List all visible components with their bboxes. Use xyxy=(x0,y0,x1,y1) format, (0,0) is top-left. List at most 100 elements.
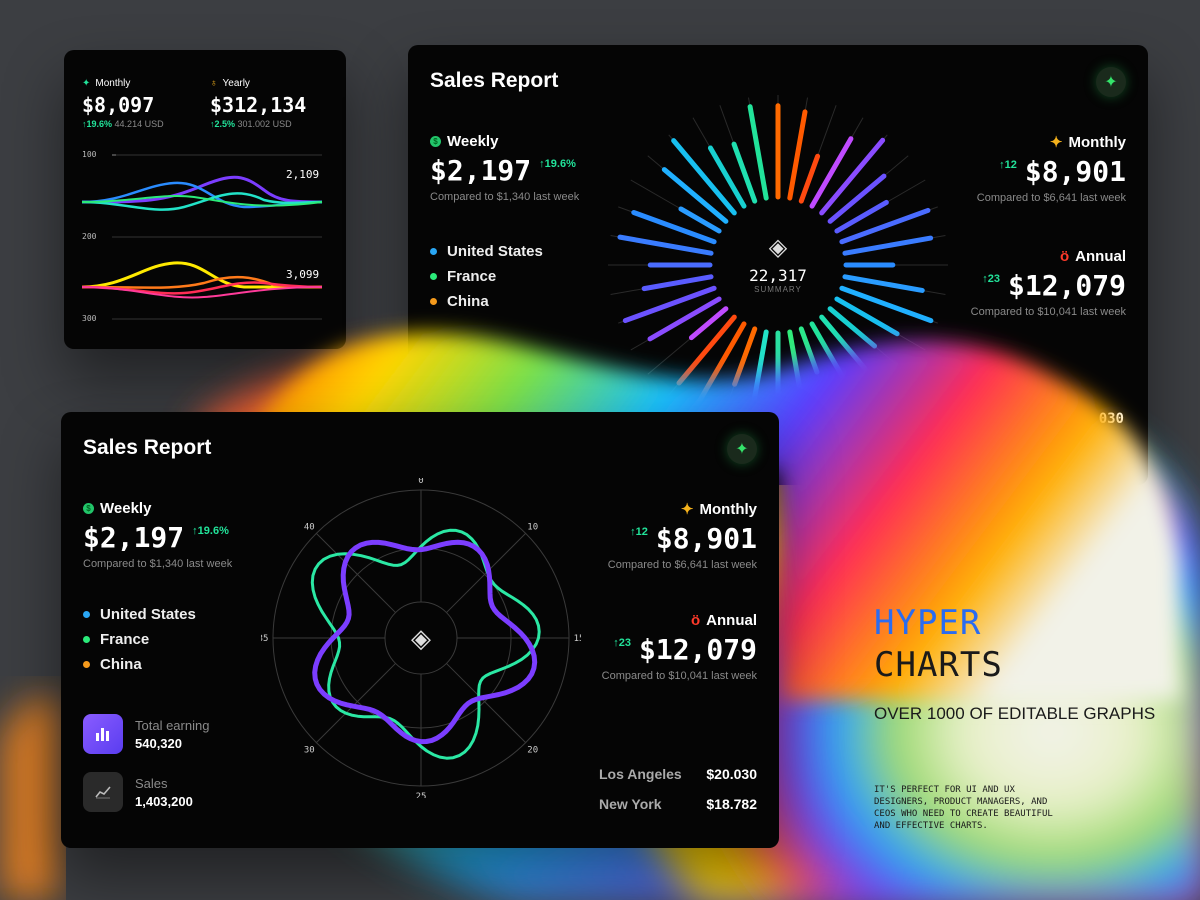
promo-body: IT'S PERFECT FOR UI AND UX DESIGNERS, PR… xyxy=(874,785,1053,831)
sparkle-icon: ✦ xyxy=(82,78,91,89)
diamond-logo-icon: ◈ xyxy=(768,234,788,261)
sparkle-button[interactable]: ✦ xyxy=(727,434,757,464)
radar-tick-label: 35 xyxy=(261,634,268,644)
yearly-sub: 301.002 USD xyxy=(237,119,292,129)
radar-tick-label: 10 xyxy=(527,522,538,532)
axis-label-100: 100 xyxy=(82,150,97,159)
line-chart-icon xyxy=(83,772,123,812)
radial-bar xyxy=(842,235,934,256)
radial-bar xyxy=(839,207,931,245)
radar-tick-label: 30 xyxy=(304,746,315,756)
axis-label-300: 300 xyxy=(82,314,97,323)
stat-label: Total earning xyxy=(135,717,210,733)
diamond-logo-icon: ◈ xyxy=(411,623,431,653)
radial-bar xyxy=(751,329,769,403)
weekly-change: ↑19.6% xyxy=(539,158,576,170)
dollar-coin-icon: $ xyxy=(430,136,441,147)
promo-subtitle: OVER 1000 OF EDITABLE GRAPHS xyxy=(874,704,1156,723)
main-sales-report-card: Sales Report ✦ $ Weekly $2,197 ↑19.6% Com… xyxy=(61,412,779,848)
legend-label: China xyxy=(100,656,142,673)
annual-label: Annual xyxy=(706,612,757,629)
sparkle-button[interactable]: ✦ xyxy=(1096,67,1126,97)
annual-compare: Compared to $10,041 last week xyxy=(601,670,757,682)
radial-bar xyxy=(671,138,737,216)
radial-bar xyxy=(631,209,717,245)
radial-bar xyxy=(622,285,717,324)
weekly-compare: Compared to $1,340 last week xyxy=(430,191,580,203)
monthly-change: ↑19.6% xyxy=(82,119,113,129)
legend-label: France xyxy=(447,268,497,285)
stat-value: 540,320 xyxy=(135,735,182,751)
legend-item-france: France xyxy=(83,631,196,648)
radial-bar xyxy=(707,145,747,209)
medal-icon: ö xyxy=(1059,248,1070,265)
dollar-coin-icon: $ xyxy=(83,503,94,514)
radar-tick-label: 40 xyxy=(304,522,315,532)
radial-bar xyxy=(661,167,729,224)
legend-dot xyxy=(430,298,437,305)
promo-title-line2: CHARTS xyxy=(874,645,1003,685)
radial-bar xyxy=(617,234,714,256)
radar-tick-label: 25 xyxy=(416,792,427,798)
monthly-delta: ↑12 xyxy=(999,159,1017,171)
monthly-sub: 44.214 USD xyxy=(114,119,164,129)
legend-dot xyxy=(83,611,90,618)
monthly-value: $8,901 xyxy=(1024,155,1126,188)
promo-block: HYPER CHARTS OVER 1000 OF EDITABLE GRAPH… xyxy=(874,602,1155,832)
stat-label: Sales xyxy=(135,775,168,791)
monthly-label: Monthly xyxy=(699,500,758,518)
annual-delta: ↑23 xyxy=(613,637,631,649)
legend-label: United States xyxy=(100,606,196,623)
city-row: Los Angeles $20.030 xyxy=(599,766,757,782)
legend-item-france: France xyxy=(430,268,543,285)
weekly-compare: Compared to $1,340 last week xyxy=(83,558,233,570)
weekly-change: ↑19.6% xyxy=(192,525,229,537)
radial-bar xyxy=(809,136,854,209)
legend-dot xyxy=(430,248,437,255)
monthly-delta: ↑12 xyxy=(630,526,648,538)
axis-label-200: 200 xyxy=(82,232,97,241)
radar-tick-label: 20 xyxy=(527,746,538,756)
legend-item-china: China xyxy=(83,656,196,673)
monthly-compare: Compared to $6,641 last week xyxy=(607,559,757,571)
radar-tick-label: 0 xyxy=(418,478,423,486)
monthly-value: $8,901 xyxy=(655,522,757,555)
city-value: $20.030 xyxy=(706,766,757,782)
annual-value: $12,079 xyxy=(1007,269,1126,302)
stat-value: 1,403,200 xyxy=(135,793,193,809)
radial-bar xyxy=(688,306,729,341)
city-name: Los Angeles xyxy=(599,766,682,782)
radial-bar xyxy=(641,274,714,292)
summary-value: 22,317 xyxy=(749,266,807,285)
medal-icon: ♁ xyxy=(210,78,218,89)
yearly-change: ↑2.5% xyxy=(210,119,236,129)
main-weekly-block: $ Weekly $2,197 ↑19.6% Compared to $1,340… xyxy=(83,500,232,570)
weekly-value: $2,197 xyxy=(83,521,185,554)
legend-item-us: United States xyxy=(83,606,196,623)
star-icon: ✦ xyxy=(1049,134,1063,151)
radial-bar xyxy=(842,274,925,293)
yearly-stat: ♁ Yearly $312,134 ↑2.5% 301.002 USD xyxy=(210,78,306,129)
radial-bar xyxy=(827,173,887,224)
radial-bar xyxy=(647,296,722,342)
star-icon: ✦ xyxy=(680,501,694,518)
radial-bar xyxy=(787,109,808,201)
top-monthly-block: ✦ Monthly ↑12 $8,901 Compared to $6,641 l… xyxy=(976,133,1127,205)
city-list: Los Angeles $20.030 New York $18.782 xyxy=(599,766,757,812)
monthly-stat: ✦ Monthly $8,097 ↑19.6% 44.214 USD xyxy=(82,78,164,129)
bar-chart-icon xyxy=(83,714,123,754)
monthly-compare: Compared to $6,641 last week xyxy=(976,192,1126,204)
medal-icon: ö xyxy=(690,612,701,629)
summary-label: SUMMARY xyxy=(754,285,802,294)
radial-bar xyxy=(787,329,807,413)
monthly-label: Monthly xyxy=(1068,133,1127,151)
weekly-value: $2,197 xyxy=(430,154,532,187)
radar-spoke xyxy=(315,663,396,744)
radial-bar xyxy=(731,141,758,204)
annual-delta: ↑23 xyxy=(982,273,1000,285)
radial-bar xyxy=(798,326,820,375)
radial-bar xyxy=(819,137,886,216)
peek-value: 030 xyxy=(1098,411,1124,427)
sparkle-icon: ✦ xyxy=(735,441,749,458)
mini-stats-card: ✦ Monthly $8,097 ↑19.6% 44.214 USD ♁ Yea… xyxy=(64,50,346,349)
